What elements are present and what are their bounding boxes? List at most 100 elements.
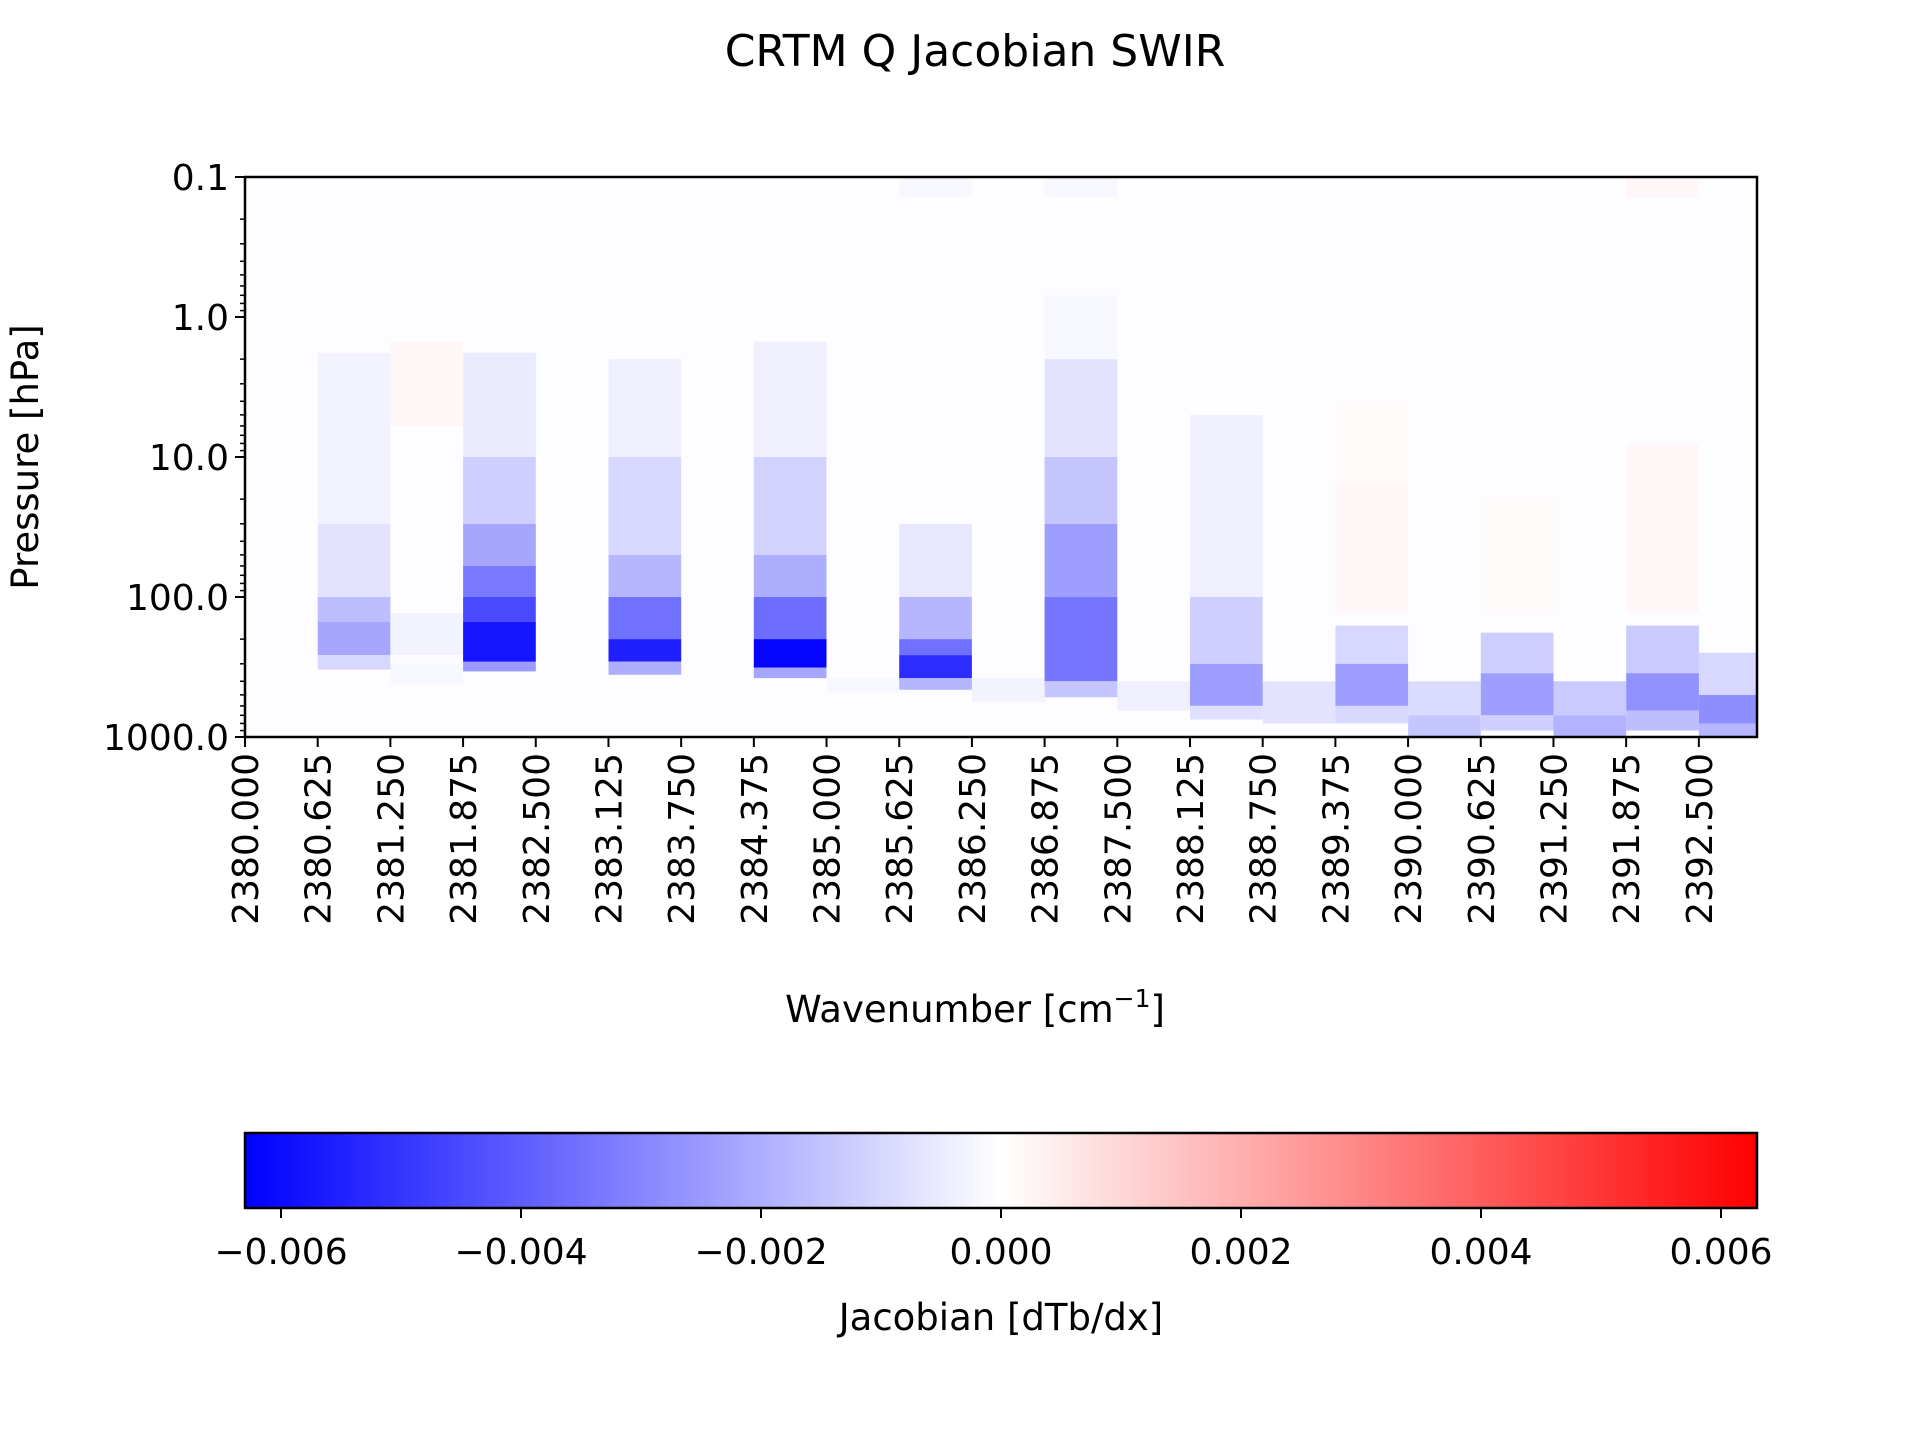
heatmap-cell [1698,694,1757,724]
heatmap-cell [1698,652,1757,695]
heatmap-cell [1190,414,1263,597]
x-tick-label: 2381.250 [371,753,412,925]
x-tick-label: 2391.875 [1607,753,1648,925]
heatmap-cell [317,523,391,597]
heatmap-cell [1553,715,1627,737]
heatmap-cell [463,457,536,524]
heatmap-cell [753,667,827,679]
colorbar-tick-label: 0.004 [1429,1232,1532,1273]
colorbar-tick-label: 0.000 [949,1232,1052,1273]
heatmap-cell [899,177,972,198]
heatmap-cell [899,655,972,679]
x-tick-label: 2382.500 [517,753,558,925]
heatmap-cell [1335,663,1409,706]
heatmap-cell [1626,177,1699,198]
x-tick-label: 2383.125 [589,753,630,925]
heatmap-cell [463,597,536,622]
heatmap-cell [1262,681,1336,724]
heatmap-cell [1553,681,1627,716]
heatmap-cell [463,352,536,457]
x-tick-label: 2386.875 [1026,753,1067,925]
heatmap-cell [1480,673,1554,716]
x-axis-label: Wavenumber [cm−1] [785,984,1165,1031]
heatmap-cell [1044,681,1118,698]
colorbar-label: Jacobian [dTb/dx] [837,1296,1164,1339]
heatmap-cell [1626,625,1699,674]
colorbar [243,1131,1759,1210]
heatmap-cell [826,678,900,693]
x-axis-label-text: Wavenumber [cm [785,988,1114,1031]
x-axis-label-exponent: −1 [1114,984,1151,1013]
y-tick-label: 1000.0 [103,718,229,759]
colorbar-tick-label: 0.002 [1189,1232,1292,1273]
x-tick-label: 2387.500 [1098,753,1139,925]
y-axis-label: Pressure [hPa] [4,324,47,589]
heatmap-cell [317,597,391,622]
heatmap-cell [1044,359,1118,457]
heatmap-cell [1335,625,1409,664]
heatmap-cell [608,457,682,555]
x-tick-label: 2386.250 [953,753,994,925]
colorbar-tick-label: −0.004 [454,1232,587,1273]
heatmap-cell [1335,705,1409,724]
x-tick-label: 2392.500 [1680,753,1721,925]
heatmap-cells [317,177,1757,737]
colorbar-tick-label: −0.002 [694,1232,827,1273]
heatmap-cell [390,341,464,426]
chart-title: CRTM Q Jacobian SWIR [725,26,1226,77]
x-tick-label: 2381.875 [444,753,485,925]
heatmap-cell [899,523,972,597]
colorbar-tick-label: 0.006 [1669,1232,1772,1273]
heatmap-cell [317,352,391,524]
heatmap-cell [1480,715,1554,731]
heatmap-cell [1335,401,1409,482]
heatmap-cell [1480,499,1554,613]
heatmap-cell [608,639,682,662]
heatmap-cell [1190,663,1263,706]
x-tick-label: 2388.750 [1244,753,1285,925]
heatmap-cell [390,663,464,685]
heatmap-cell [971,678,1045,702]
heatmap-cell [1408,681,1481,716]
heatmap-cell [1480,632,1554,674]
x-tick-label: 2384.375 [735,753,776,925]
heatmap-cell [1044,523,1118,597]
x-tick-label: 2385.625 [880,753,921,925]
heatmap-cell [1044,295,1118,360]
heatmap-cell [1335,481,1409,613]
x-tick-label: 2383.750 [662,753,703,925]
heatmap-cell [1626,443,1699,613]
heatmap-cell [1190,705,1263,720]
colorbar-ticks: −0.006 −0.004 −0.002 0.000 0.002 0.004 0.006 [214,1208,1773,1273]
heatmap-cell [753,597,827,640]
heatmap-cell [608,554,682,597]
heatmap-cell [317,621,391,656]
y-tick-label: 1.0 [172,298,229,339]
colorbar-tick-label: −0.006 [214,1232,347,1273]
heatmap-cell [463,661,536,672]
y-axis-ticks: 0.1 1.0 10.0 100.0 1000.0 [103,158,245,759]
heatmap-cell [463,523,536,566]
heatmap-cell [317,655,391,670]
heatmap-cell [463,565,536,597]
x-tick-label: 2380.000 [226,753,267,925]
x-tick-label: 2389.375 [1316,753,1357,925]
heatmap-cell [390,613,464,656]
heatmap-cell [463,621,536,662]
x-tick-label: 2380.625 [299,753,340,925]
heatmap-cell [753,639,827,668]
y-tick-label: 100.0 [126,578,229,619]
heatmap-cell [1190,597,1263,664]
heatmap-cell [899,639,972,656]
x-axis-ticks: 2380.000 2380.625 2381.250 2381.875 2382.500… [226,737,1721,925]
heatmap-cell [1626,673,1699,711]
heatmap-cell [1698,723,1757,737]
x-axis-label-close: ] [1150,988,1164,1031]
x-tick-label: 2391.250 [1534,753,1575,925]
heatmap-cell [899,678,972,690]
heatmap-cell [899,597,972,640]
heatmap-cell [1044,457,1118,524]
x-tick-label: 2390.000 [1389,753,1430,925]
heatmap-cell [753,554,827,597]
